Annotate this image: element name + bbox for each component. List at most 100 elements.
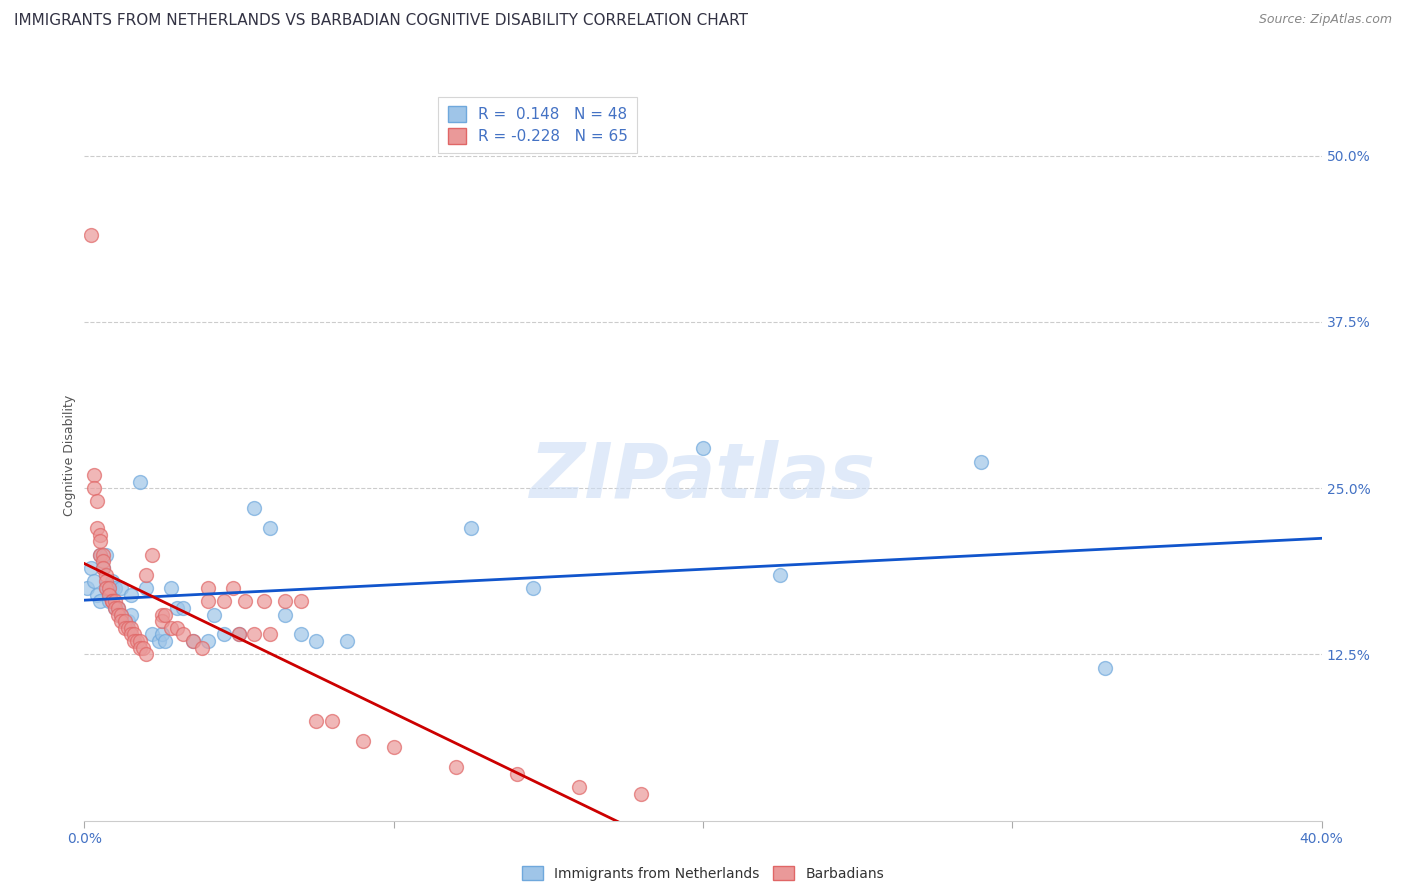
Point — [91, 554, 114, 568]
Point — [153, 607, 176, 622]
Point — [172, 600, 194, 615]
Text: IMMIGRANTS FROM NETHERLANDS VS BARBADIAN COGNITIVE DISABILITY CORRELATION CHART: IMMIGRANTS FROM NETHERLANDS VS BARBADIAN… — [14, 13, 748, 29]
Point — [89, 548, 111, 562]
Point — [104, 600, 127, 615]
Point — [107, 600, 129, 615]
Point — [181, 634, 204, 648]
Point — [129, 475, 152, 489]
Point — [91, 561, 114, 575]
Point — [117, 614, 139, 628]
Point — [98, 588, 121, 602]
Point — [321, 714, 343, 728]
Point — [243, 627, 266, 641]
Point — [122, 627, 145, 641]
Point — [305, 714, 328, 728]
Point — [692, 442, 714, 456]
Point — [94, 567, 117, 582]
Point — [153, 634, 176, 648]
Point — [120, 607, 142, 622]
Point — [120, 627, 142, 641]
Point — [98, 588, 121, 602]
Point — [222, 581, 245, 595]
Point — [98, 581, 121, 595]
Point — [94, 574, 117, 589]
Point — [150, 607, 173, 622]
Point — [89, 594, 111, 608]
Point — [382, 740, 405, 755]
Point — [1094, 661, 1116, 675]
Point — [101, 581, 124, 595]
Point — [970, 454, 993, 468]
Legend: Immigrants from Netherlands, Barbadians: Immigrants from Netherlands, Barbadians — [517, 862, 889, 885]
Point — [101, 574, 124, 589]
Point — [76, 581, 98, 595]
Point — [89, 548, 111, 562]
Point — [305, 634, 328, 648]
Point — [122, 634, 145, 648]
Point — [181, 634, 204, 648]
Text: Source: ZipAtlas.com: Source: ZipAtlas.com — [1258, 13, 1392, 27]
Point — [104, 581, 127, 595]
Point — [86, 494, 108, 508]
Point — [79, 228, 101, 243]
Point — [197, 634, 219, 648]
Point — [83, 481, 105, 495]
Point — [125, 634, 148, 648]
Point — [274, 607, 297, 622]
Point — [89, 534, 111, 549]
Point — [120, 621, 142, 635]
Point — [98, 594, 121, 608]
Y-axis label: Cognitive Disability: Cognitive Disability — [63, 394, 76, 516]
Text: ZIPatlas: ZIPatlas — [530, 440, 876, 514]
Point — [132, 640, 155, 655]
Point — [191, 640, 214, 655]
Point — [135, 648, 157, 662]
Point — [129, 640, 152, 655]
Point — [83, 467, 105, 482]
Point — [117, 621, 139, 635]
Point — [141, 627, 163, 641]
Point — [522, 581, 544, 595]
Point — [150, 627, 173, 641]
Point — [129, 634, 152, 648]
Point — [86, 521, 108, 535]
Point — [104, 600, 127, 615]
Point — [568, 780, 591, 795]
Point — [107, 600, 129, 615]
Point — [89, 527, 111, 541]
Point — [101, 594, 124, 608]
Point — [253, 594, 276, 608]
Point — [110, 607, 132, 622]
Point — [110, 581, 132, 595]
Point — [259, 627, 281, 641]
Point — [506, 767, 529, 781]
Point — [91, 548, 114, 562]
Point — [160, 581, 183, 595]
Point — [233, 594, 256, 608]
Point — [148, 634, 170, 648]
Point — [243, 501, 266, 516]
Point — [228, 627, 250, 641]
Point — [101, 594, 124, 608]
Point — [352, 734, 374, 748]
Point — [769, 567, 792, 582]
Point — [444, 760, 467, 774]
Point — [166, 600, 188, 615]
Point — [172, 627, 194, 641]
Point — [336, 634, 359, 648]
Point — [212, 594, 235, 608]
Point — [630, 787, 652, 801]
Point — [212, 627, 235, 641]
Point — [114, 621, 136, 635]
Point — [86, 588, 108, 602]
Point — [150, 614, 173, 628]
Point — [135, 581, 157, 595]
Point — [110, 607, 132, 622]
Point — [110, 614, 132, 628]
Point — [114, 614, 136, 628]
Point — [197, 581, 219, 595]
Point — [94, 581, 117, 595]
Point — [83, 574, 105, 589]
Point — [107, 607, 129, 622]
Point — [460, 521, 482, 535]
